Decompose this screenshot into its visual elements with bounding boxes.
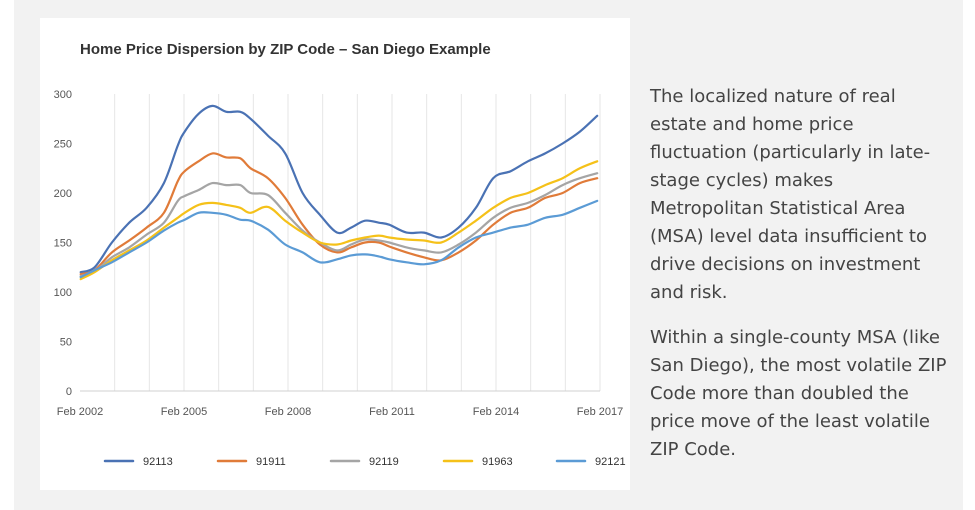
legend-label-92121: 92121 [595,456,626,468]
series-line-92121 [79,199,599,279]
chart-title: Home Price Dispersion by ZIP Code – San … [80,41,491,58]
legend-label-91963: 91963 [482,456,513,468]
series-line-91911 [79,152,599,276]
x-tick-label: Feb 2002 [57,406,103,418]
legend-label-92119: 92119 [369,456,399,468]
series-layer [79,104,599,281]
commentary: The localized nature of real estate and … [650,83,950,481]
y-tick-label: 200 [54,188,72,200]
y-tick-label: 150 [54,238,72,250]
commentary-paragraph-1: The localized nature of real estate and … [650,86,931,303]
series-line-92119 [79,172,599,278]
x-tick-label: Feb 2005 [161,406,207,418]
x-tick-label: Feb 2011 [369,406,415,418]
commentary-paragraph-2: Within a single-county MSA (like San Die… [650,327,947,460]
y-tick-label: 0 [66,386,72,398]
series-line-91963 [79,160,599,281]
x-tick-label: Feb 2008 [265,406,311,418]
legend-label-91911: 91911 [256,456,286,468]
axis-layer: 0 50 100 150 200 250 300 Feb 2002 Feb 2005 Feb 20… [54,89,624,418]
line-chart: Home Price Dispersion by ZIP Code – San … [54,41,626,468]
y-tick-label: 50 [60,337,72,349]
x-tick-label: Feb 2017 [577,406,623,418]
x-tick-label: Feb 2014 [473,406,519,418]
legend-label-92113: 92113 [143,456,173,468]
legend: 92113 91911 92119 91963 92121 [103,456,626,468]
y-tick-label: 100 [54,287,72,299]
chart-card: Home Price Dispersion by ZIP Code – San … [40,18,630,490]
y-tick-label: 300 [54,89,72,101]
series-line-92113 [79,104,599,274]
y-tick-label: 250 [54,139,72,151]
